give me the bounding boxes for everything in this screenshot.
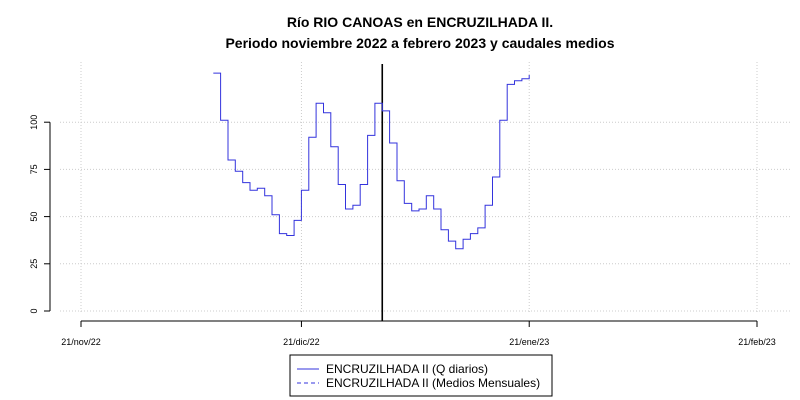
legend: ENCRUZILHADA II (Q diarios) ENCRUZILHADA… [289, 354, 553, 397]
legend-label-monthly: ENCRUZILHADA II (Medios Mensuales) [326, 376, 540, 390]
y-tick-label: 25 [29, 259, 39, 269]
chart-title: Río RIO CANOAS en ENCRUZILHADA II. [287, 14, 553, 30]
legend-label-daily: ENCRUZILHADA II (Q diarios) [326, 362, 488, 376]
y-tick-label: 75 [29, 164, 39, 174]
y-tick-label: 50 [29, 212, 39, 222]
legend-box [289, 354, 553, 397]
x-tick-label: 21/feb/23 [738, 337, 776, 347]
y-tick-label: 0 [29, 308, 39, 313]
y-tick-label: 100 [29, 115, 39, 130]
grid [60, 62, 790, 312]
axes: 21/nov/22 21/dic/22 21/ene/23 21/feb/23 0 25 5… [29, 64, 776, 347]
x-tick-label: 21/ene/23 [509, 337, 549, 347]
series-line-daily [213, 72, 530, 250]
chart-subtitle: Periodo noviembre 2022 a febrero 2023 y … [225, 35, 614, 51]
x-tick-label: 21/dic/22 [283, 337, 320, 347]
series [213, 72, 530, 250]
x-tick-label: 21/nov/22 [61, 337, 101, 347]
